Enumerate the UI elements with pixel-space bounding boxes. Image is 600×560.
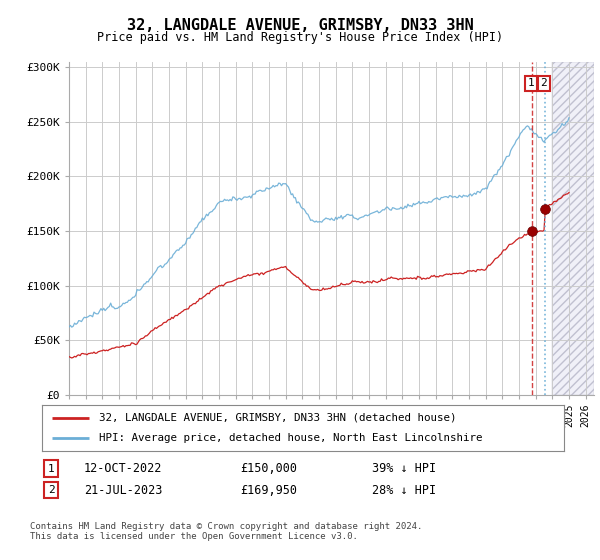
Text: 12-OCT-2022: 12-OCT-2022 <box>84 462 163 475</box>
Text: £169,950: £169,950 <box>240 483 297 497</box>
Text: 1: 1 <box>528 78 535 88</box>
Text: 1: 1 <box>47 464 55 474</box>
Text: Price paid vs. HM Land Registry's House Price Index (HPI): Price paid vs. HM Land Registry's House … <box>97 31 503 44</box>
Text: 2: 2 <box>47 485 55 495</box>
Text: HPI: Average price, detached house, North East Lincolnshire: HPI: Average price, detached house, Nort… <box>100 433 483 443</box>
Text: £150,000: £150,000 <box>240 462 297 475</box>
Text: 2: 2 <box>541 78 547 88</box>
Text: 32, LANGDALE AVENUE, GRIMSBY, DN33 3HN: 32, LANGDALE AVENUE, GRIMSBY, DN33 3HN <box>127 18 473 33</box>
Text: 39% ↓ HPI: 39% ↓ HPI <box>372 462 436 475</box>
Text: This data is licensed under the Open Government Licence v3.0.: This data is licensed under the Open Gov… <box>30 532 358 541</box>
Text: 21-JUL-2023: 21-JUL-2023 <box>84 483 163 497</box>
Text: Contains HM Land Registry data © Crown copyright and database right 2024.: Contains HM Land Registry data © Crown c… <box>30 522 422 531</box>
Text: 32, LANGDALE AVENUE, GRIMSBY, DN33 3HN (detached house): 32, LANGDALE AVENUE, GRIMSBY, DN33 3HN (… <box>100 413 457 423</box>
Text: 28% ↓ HPI: 28% ↓ HPI <box>372 483 436 497</box>
Bar <box>553 62 594 395</box>
